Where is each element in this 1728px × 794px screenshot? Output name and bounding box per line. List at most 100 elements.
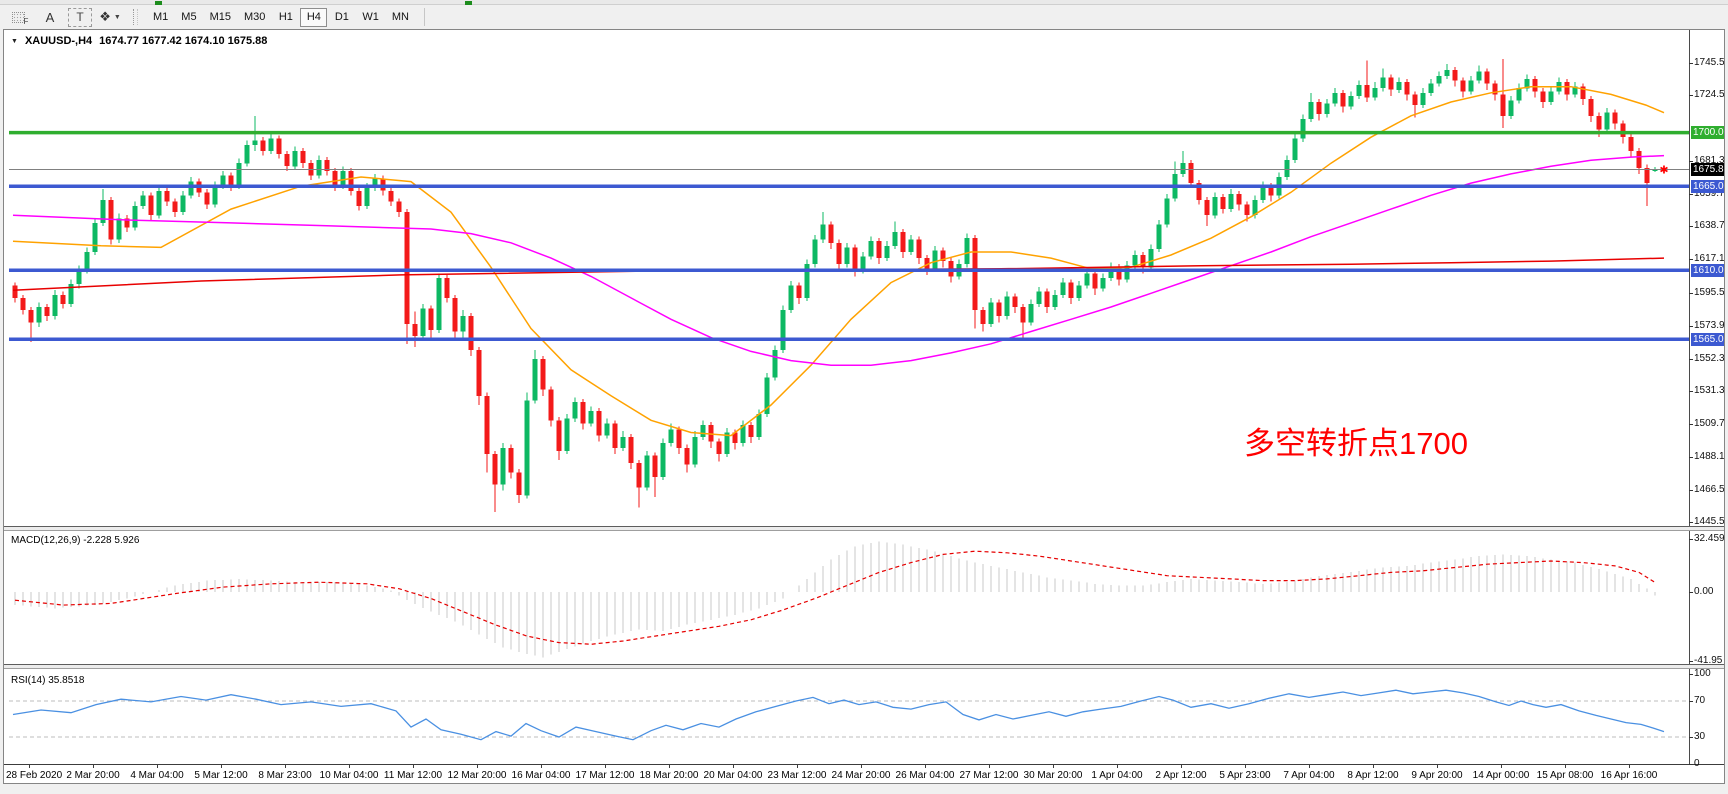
toolbar-fragment-icon bbox=[465, 1, 472, 5]
price-tick-label: 1595.50 bbox=[1689, 287, 1724, 299]
time-axis-label: 1 Apr 04:00 bbox=[1091, 770, 1143, 781]
price-tick-label: 1617.10 bbox=[1689, 253, 1724, 265]
time-axis-label: 2 Mar 20:00 bbox=[66, 770, 120, 781]
time-axis-tick bbox=[1565, 765, 1566, 768]
symbol-label: XAUUSD-,H4 bbox=[24, 35, 93, 47]
time-axis-label: 5 Apr 23:00 bbox=[1219, 770, 1271, 781]
grid-f-icon[interactable]: F bbox=[8, 7, 32, 27]
rsi-tick-label: 100 bbox=[1689, 668, 1724, 680]
timeframe-button-w1[interactable]: W1 bbox=[362, 11, 379, 24]
pane-separator[interactable] bbox=[4, 526, 1724, 531]
timeframe-button-group: M1 M5 M15 M30 H1 H4 D1 W1 MN bbox=[147, 7, 416, 27]
timeframe-button-m1[interactable]: M1 bbox=[153, 11, 169, 24]
price-scale-separator bbox=[1689, 30, 1690, 764]
timeframe-button-m15[interactable]: M15 bbox=[209, 11, 231, 24]
timeframe-button-m30[interactable]: M30 bbox=[243, 11, 266, 24]
time-axis-tick bbox=[285, 765, 286, 768]
time-axis-tick bbox=[221, 765, 222, 768]
arrows-glyph-icon: ❖ bbox=[99, 9, 111, 24]
time-axis-label: 2 Apr 12:00 bbox=[1155, 770, 1207, 781]
timeframe-button-m5[interactable]: M5 bbox=[181, 11, 197, 24]
time-axis-tick bbox=[29, 765, 30, 768]
macd-pane[interactable] bbox=[9, 531, 1689, 663]
rsi-tick-label: 0 bbox=[1689, 758, 1724, 770]
time-axis-tick bbox=[605, 765, 606, 768]
rsi-pane[interactable] bbox=[9, 671, 1689, 764]
time-axis-tick bbox=[989, 765, 990, 768]
dotted-grid-icon bbox=[11, 11, 25, 23]
toolbar: F A T ❖ ▼ M1 M5 M15 M30 H1 H4 D1 W1 MN bbox=[0, 5, 1728, 29]
toolbar-separator bbox=[423, 8, 425, 26]
chart-annotation: 多空转折点1700 bbox=[1244, 426, 1468, 461]
time-axis-label: 10 Mar 04:00 bbox=[319, 770, 379, 781]
rsi-tick-label: 30 bbox=[1689, 731, 1724, 743]
price-tick-label: 1466.50 bbox=[1689, 484, 1724, 496]
time-axis-tick bbox=[93, 765, 94, 768]
rsi-label: RSI(14) 35.8518 bbox=[11, 675, 85, 686]
collapse-triangle-icon[interactable]: ▼ bbox=[11, 37, 18, 45]
price-tick-label: 1681.30 bbox=[1689, 155, 1724, 167]
price-tick-label: 1445.50 bbox=[1689, 516, 1724, 528]
rsi-tick-label: 70 bbox=[1689, 695, 1724, 707]
time-axis-label: 24 Mar 20:00 bbox=[831, 770, 891, 781]
time-axis-label: 28 Feb 2020 bbox=[6, 770, 63, 781]
time-axis-tick bbox=[1053, 765, 1054, 768]
time-axis-label: 26 Mar 04:00 bbox=[895, 770, 955, 781]
ohlc-label: 1674.77 1677.42 1674.10 1675.88 bbox=[99, 35, 268, 47]
price-tick-label: 1509.70 bbox=[1689, 418, 1724, 430]
time-axis-tick bbox=[1117, 765, 1118, 768]
time-axis-tick bbox=[1181, 765, 1182, 768]
main-chart-pane[interactable]: ✱ bbox=[9, 31, 1689, 526]
time-axis-tick bbox=[157, 765, 158, 768]
time-axis-tick bbox=[861, 765, 862, 768]
macd-tick-label: 0.00 bbox=[1689, 586, 1724, 598]
time-axis-label: 12 Mar 20:00 bbox=[447, 770, 507, 781]
timeframe-button-mn[interactable]: MN bbox=[391, 11, 409, 24]
time-axis-label: 15 Apr 08:00 bbox=[1536, 770, 1594, 781]
time-axis-label: 16 Mar 04:00 bbox=[511, 770, 571, 781]
time-axis-tick bbox=[1373, 765, 1374, 768]
svg-text:✱: ✱ bbox=[1659, 164, 1668, 176]
time-axis-label: 8 Apr 12:00 bbox=[1347, 770, 1399, 781]
time-axis-label: 4 Mar 04:00 bbox=[130, 770, 184, 781]
chevron-down-icon[interactable]: ▼ bbox=[113, 13, 121, 21]
time-axis-label: 9 Apr 20:00 bbox=[1411, 770, 1463, 781]
time-axis-tick bbox=[797, 765, 798, 768]
price-tick-label: 1488.10 bbox=[1689, 451, 1724, 463]
arrows-tool-icon[interactable]: ❖ ▼ bbox=[98, 7, 122, 27]
macd-tick-label: 32.459 bbox=[1689, 533, 1724, 545]
time-axis-label: 23 Mar 12:00 bbox=[767, 770, 827, 781]
timeframe-button-d1[interactable]: D1 bbox=[334, 11, 349, 24]
time-axis[interactable]: 28 Feb 2020 2 Mar 20:00 4 Mar 04:00 5 Mar 1… bbox=[4, 764, 1724, 783]
time-axis-label: 16 Apr 16:00 bbox=[1600, 770, 1658, 781]
macd-tick-label: -41.95 bbox=[1689, 655, 1724, 667]
text-box-tool-icon[interactable]: T bbox=[68, 7, 92, 27]
pane-separator[interactable] bbox=[4, 664, 1724, 669]
time-axis-label: 5 Mar 12:00 bbox=[194, 770, 248, 781]
toolbar-grip[interactable] bbox=[133, 9, 138, 25]
time-axis-tick bbox=[1501, 765, 1502, 768]
time-axis-label: 17 Mar 12:00 bbox=[575, 770, 635, 781]
time-axis-tick bbox=[541, 765, 542, 768]
toolbar-fragment-icon bbox=[155, 1, 162, 5]
top-toolbar-sliver bbox=[0, 0, 1728, 5]
chart-title: ▼ XAUUSD-,H4 1674.77 1677.42 1674.10 167… bbox=[11, 35, 267, 47]
time-axis-label: 18 Mar 20:00 bbox=[639, 770, 699, 781]
timeframe-button-h4[interactable]: H4 bbox=[300, 7, 328, 27]
price-tick-label: 1531.30 bbox=[1689, 385, 1724, 397]
time-axis-label: 11 Mar 12:00 bbox=[383, 770, 443, 781]
time-axis-tick bbox=[349, 765, 350, 768]
chart-window[interactable]: ▼ XAUUSD-,H4 1674.77 1677.42 1674.10 167… bbox=[3, 29, 1725, 784]
time-axis-label: 8 Mar 23:00 bbox=[258, 770, 312, 781]
price-level-label: 1565.00 bbox=[1691, 332, 1724, 346]
text-label-tool-icon[interactable]: A bbox=[45, 9, 55, 25]
grid-f-letter: F bbox=[23, 16, 29, 26]
timeframe-button-h1[interactable]: H1 bbox=[278, 11, 293, 24]
price-tick-label: 1573.90 bbox=[1689, 320, 1724, 332]
price-tick-label: 1638.70 bbox=[1689, 220, 1724, 232]
price-tick-label: 1552.30 bbox=[1689, 353, 1724, 365]
time-axis-tick bbox=[1629, 765, 1630, 768]
price-tick-label: 1745.50 bbox=[1689, 57, 1724, 69]
price-tick-label: 1724.50 bbox=[1689, 89, 1724, 101]
time-axis-label: 14 Apr 00:00 bbox=[1472, 770, 1530, 781]
